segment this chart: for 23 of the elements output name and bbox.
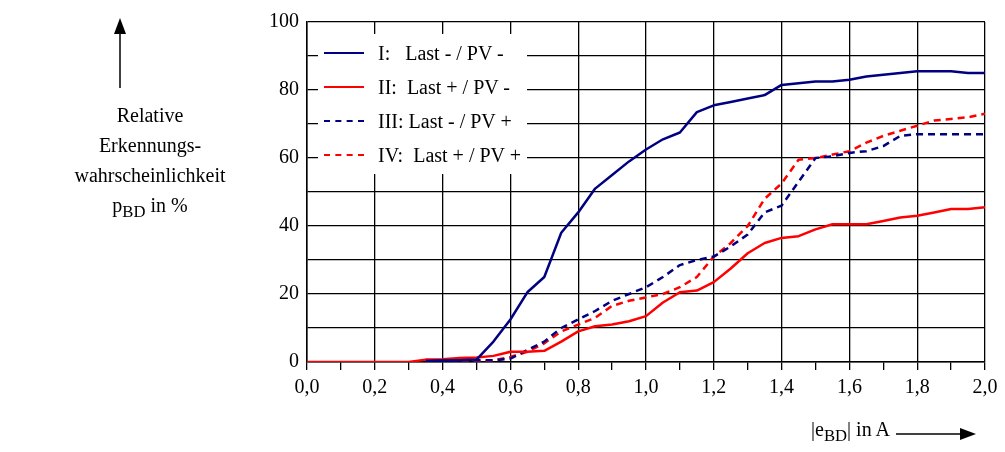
x-tick-label: 0,6 [497, 375, 523, 398]
x-tick-label: 1,8 [904, 375, 930, 398]
legend-label: III: Last - / PV + [378, 109, 512, 134]
legend-label: I: Last - / PV - [378, 41, 504, 66]
y-tick-label: 60 [279, 145, 299, 168]
y-tick-label: 20 [279, 281, 299, 304]
x-tick-label: 0,2 [362, 375, 388, 398]
x-tick-label: 1,2 [701, 375, 727, 398]
legend-label: II: Last + / PV - [378, 75, 511, 100]
y-tick-label: 40 [279, 213, 299, 236]
y-tick-label: 0 [289, 349, 299, 372]
x-tick-label: 1,4 [769, 375, 795, 398]
x-tick-label: 1,0 [633, 375, 659, 398]
x-tick-label: 0,0 [294, 375, 320, 398]
x-tick-label: 0,4 [430, 375, 456, 398]
y-tick-label: 100 [269, 9, 299, 32]
legend-label: IV: Last + / PV + [378, 143, 521, 168]
x-axis-title: |e$_{BD}$| in A [810, 418, 890, 446]
y-tick-label: 80 [279, 77, 299, 100]
x-tick-label: 2,0 [972, 375, 998, 398]
x-tick-label: 0,8 [565, 375, 591, 398]
y-axis-title: Relative Erkennungs- wahrscheinlichkeit p$_{BD}$ in % [73, 103, 227, 223]
x-tick-label: 1,6 [836, 375, 862, 398]
